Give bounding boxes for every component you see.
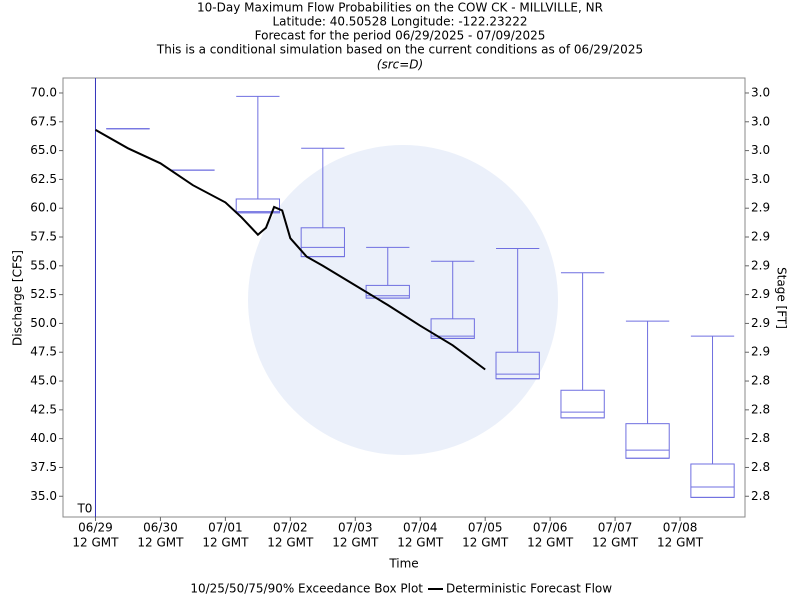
forecast-line [95, 129, 486, 371]
y2-tick-label: 3.0 [751, 143, 770, 157]
x-tick-label: 07/02 [273, 521, 308, 535]
legend-label: 10/25/50/75/90% Exceedance Box Plot [190, 582, 423, 596]
y-tick-label: 62.5 [30, 172, 57, 186]
box [690, 463, 735, 498]
y-tick-label: 45.0 [30, 374, 57, 388]
x-tick-label: 07/05 [468, 521, 503, 535]
y-tick-label: 50.0 [30, 316, 57, 330]
y2-tick-label: 2.9 [751, 345, 770, 359]
y2-tick-label: 2.9 [751, 201, 770, 215]
y2-tick-label: 2.9 [751, 287, 770, 301]
x-tick-sublabel: 12 GMT [332, 536, 379, 550]
x-tick-label: 06/29 [78, 521, 113, 535]
y2-tick-label: 2.8 [751, 374, 770, 388]
watermark [248, 145, 558, 455]
y-axis-label: Discharge [CFS] [11, 250, 25, 346]
y-tick-label: 35.0 [30, 489, 57, 503]
y2-tick-label: 2.8 [751, 489, 770, 503]
title-line: Latitude: 40.50528 Longitude: -122.23222 [272, 15, 527, 29]
y-tick-label: 42.5 [30, 402, 57, 416]
x-tick-label: 07/07 [598, 521, 633, 535]
y-tick-label: 70.0 [30, 85, 57, 99]
box [235, 198, 281, 214]
x-tick-sublabel: 12 GMT [397, 536, 444, 550]
box [495, 351, 540, 380]
y-tick-label: 65.0 [30, 143, 57, 157]
box [430, 318, 475, 339]
y-tick-label: 67.5 [30, 114, 57, 128]
x-tick-sublabel: 12 GMT [72, 536, 119, 550]
y2-tick-label: 2.9 [751, 316, 770, 330]
x-tick-label: 07/01 [208, 521, 243, 535]
x-tick-label: 07/08 [663, 521, 698, 535]
x-tick-label: 07/06 [533, 521, 568, 535]
x-tick-label: 06/30 [143, 521, 178, 535]
t0-label: T0 [76, 502, 92, 516]
y2-tick-label: 2.8 [751, 431, 770, 445]
x-tick-label: 07/03 [338, 521, 373, 535]
title-line: This is a conditional simulation based o… [156, 43, 643, 57]
legend-label: Deterministic Forecast Flow [446, 582, 612, 596]
box [300, 227, 345, 258]
y2-tick-label: 3.0 [751, 85, 770, 99]
y2-tick-label: 3.0 [751, 114, 770, 128]
y-tick-label: 40.0 [30, 431, 57, 445]
x-tick-sublabel: 12 GMT [527, 536, 574, 550]
x-tick-sublabel: 12 GMT [462, 536, 509, 550]
y-tick-label: 60.0 [30, 201, 57, 215]
y2-axis-label: Stage [FT] [775, 267, 789, 329]
y-tick-label: 55.0 [30, 258, 57, 272]
x-tick-label: 07/04 [403, 521, 438, 535]
y-tick-label: 37.5 [30, 460, 57, 474]
x-tick-sublabel: 12 GMT [202, 536, 249, 550]
y2-tick-label: 2.9 [751, 258, 770, 272]
box [560, 389, 605, 419]
subtitle: (src=D) [377, 58, 423, 72]
x-tick-sublabel: 12 GMT [592, 536, 639, 550]
title-line: 10-Day Maximum Flow Probabilities on the… [197, 1, 603, 15]
y2-tick-label: 3.0 [751, 172, 770, 186]
plot-frame [62, 77, 746, 518]
y2-tick-label: 2.8 [751, 460, 770, 474]
y-tick-label: 52.5 [30, 287, 57, 301]
y2-tick-label: 2.8 [751, 402, 770, 416]
x-axis-label: Time [388, 557, 418, 571]
x-tick-sublabel: 12 GMT [137, 536, 184, 550]
x-tick-sublabel: 12 GMT [657, 536, 704, 550]
box [625, 423, 670, 459]
y2-tick-label: 2.9 [751, 230, 770, 244]
title-line: Forecast for the period 06/29/2025 - 07/… [255, 29, 546, 43]
y-tick-label: 47.5 [30, 345, 57, 359]
x-tick-sublabel: 12 GMT [267, 536, 314, 550]
y-tick-label: 57.5 [30, 230, 57, 244]
